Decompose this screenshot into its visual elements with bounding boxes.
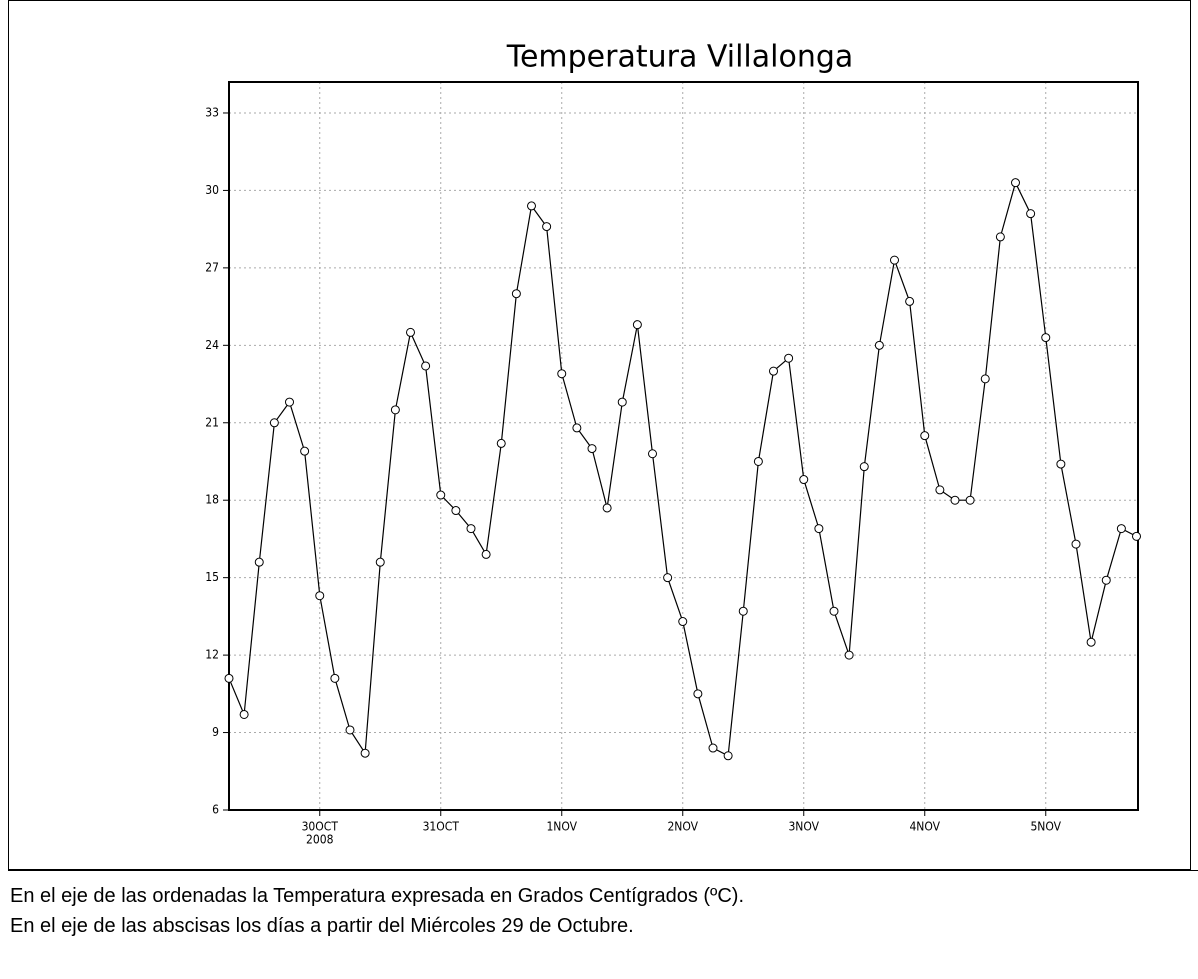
marker (254, 557, 264, 567)
marker (693, 689, 703, 699)
marker (406, 327, 415, 337)
frame (8, 0, 1191, 870)
marker (632, 320, 642, 330)
y-tick-label: 15 (205, 570, 219, 584)
marker (557, 369, 567, 379)
marker (527, 201, 536, 211)
marker (421, 361, 431, 371)
marker (950, 495, 960, 505)
marker (1056, 459, 1066, 469)
x-tick-label: 30OCT (302, 820, 339, 834)
marker (496, 438, 506, 448)
marker (648, 449, 657, 459)
x-tick-label: 31OCT (423, 820, 460, 834)
marker (708, 743, 718, 753)
marker (315, 591, 325, 601)
marker (602, 503, 612, 513)
y-tick-label: 18 (205, 493, 219, 507)
y-tick-label: 24 (205, 338, 219, 352)
marker (1041, 333, 1051, 343)
y-tick-label: 27 (205, 260, 219, 274)
marker (542, 222, 552, 232)
marker (663, 573, 673, 583)
caption: En el eje de las ordenadas la Temperatur… (10, 885, 744, 907)
marker (859, 462, 869, 472)
marker (799, 475, 809, 485)
marker (738, 606, 748, 616)
y-tick-label: 30 (205, 183, 219, 197)
marker (678, 617, 688, 627)
marker (269, 418, 279, 428)
marker (890, 255, 899, 265)
marker (1101, 575, 1111, 585)
marker (511, 289, 521, 299)
marker (224, 673, 234, 683)
marker (935, 485, 945, 495)
marker (375, 557, 385, 567)
x-year-label: 2008 (306, 833, 334, 847)
marker (1011, 178, 1020, 188)
marker (1071, 539, 1081, 549)
y-tick-label: 12 (205, 648, 219, 662)
marker (572, 423, 582, 433)
chart-title: Temperatura Villalonga (506, 40, 854, 75)
marker (360, 748, 370, 758)
marker (769, 366, 778, 376)
plot-frame (228, 81, 1139, 811)
y-tick-label: 33 (205, 105, 219, 119)
marker (345, 725, 355, 735)
marker (451, 506, 461, 516)
caption: En el eje de las abscisas los días a par… (10, 915, 634, 937)
y-tick-label: 21 (205, 415, 219, 429)
x-tick-label: 5NOV (1030, 820, 1061, 834)
marker (1086, 637, 1096, 647)
marker (617, 397, 627, 407)
marker (920, 431, 930, 441)
x-tick-label: 1NOV (546, 820, 577, 834)
marker (844, 650, 854, 660)
marker (753, 456, 763, 466)
marker (481, 549, 491, 559)
marker (1132, 531, 1141, 541)
marker (390, 405, 400, 415)
marker (1026, 209, 1036, 219)
marker (829, 606, 839, 616)
marker (436, 490, 446, 500)
x-tick-label: 4NOV (909, 820, 940, 834)
y-tick-label: 6 (212, 803, 219, 817)
marker (330, 673, 340, 683)
x-tick-label: 3NOV (788, 820, 819, 834)
marker (587, 444, 597, 454)
marker (814, 524, 824, 534)
marker (905, 296, 915, 306)
marker (1116, 524, 1126, 534)
marker (239, 709, 249, 719)
marker (300, 446, 310, 456)
marker (723, 751, 733, 761)
marker (874, 340, 884, 350)
marker (285, 397, 294, 407)
y-tick-label: 9 (212, 725, 219, 739)
marker (995, 232, 1005, 242)
x-tick-label: 2NOV (667, 820, 698, 834)
marker (965, 495, 975, 505)
marker (784, 353, 794, 363)
marker (980, 374, 990, 384)
marker (466, 524, 476, 534)
